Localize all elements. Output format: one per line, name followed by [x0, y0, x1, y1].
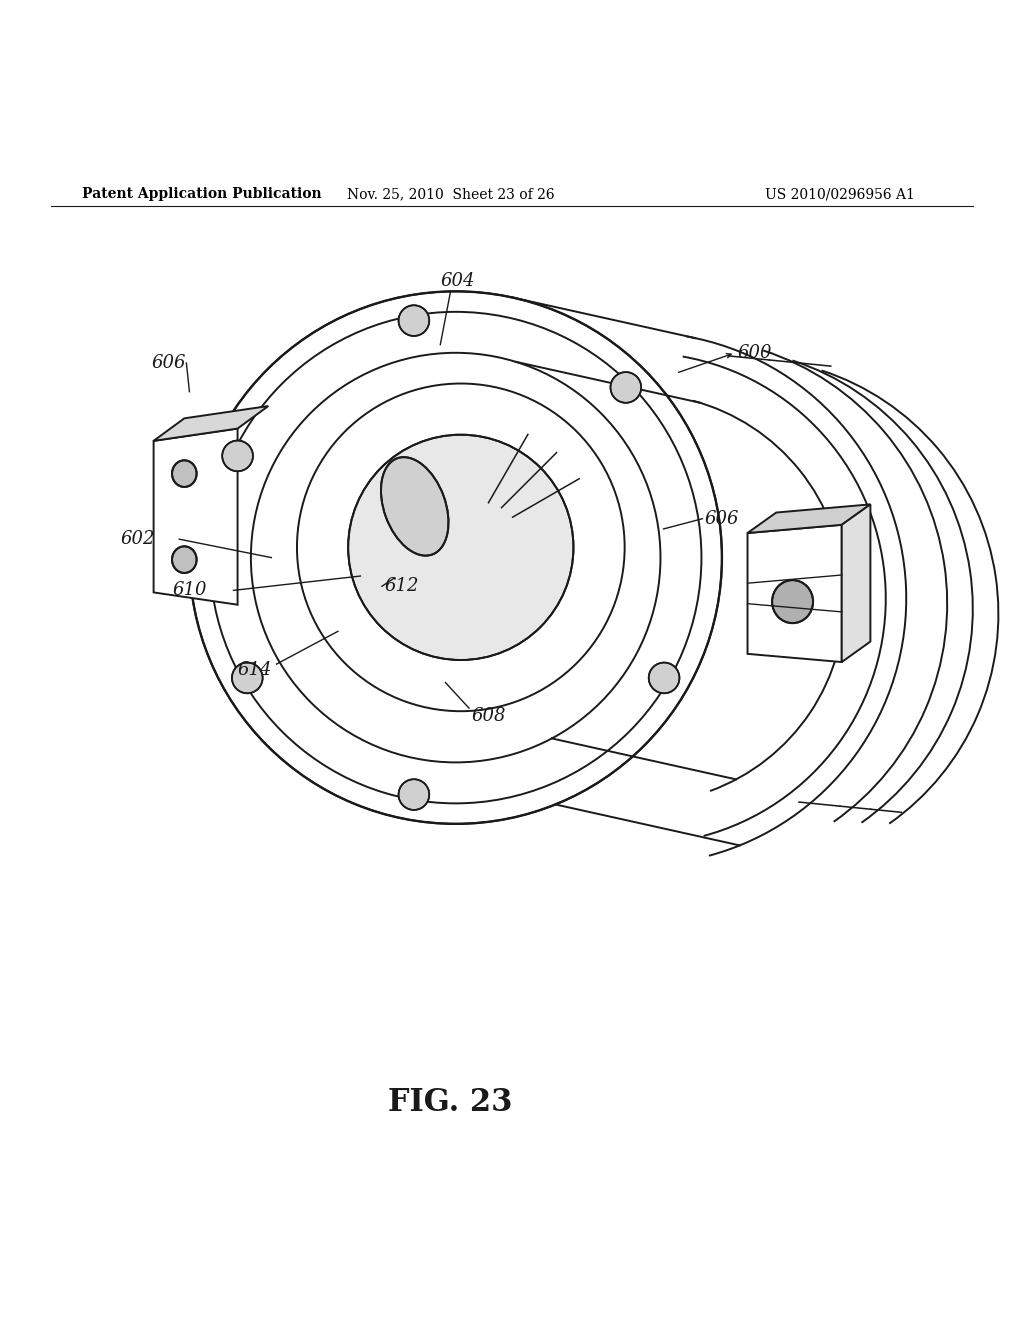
Ellipse shape [222, 441, 253, 471]
Ellipse shape [772, 579, 813, 623]
Ellipse shape [381, 457, 449, 556]
Ellipse shape [398, 779, 429, 810]
Text: 600: 600 [737, 343, 772, 362]
Text: 602: 602 [121, 531, 156, 548]
Ellipse shape [649, 663, 680, 693]
Text: Nov. 25, 2010  Sheet 23 of 26: Nov. 25, 2010 Sheet 23 of 26 [347, 187, 554, 201]
Ellipse shape [398, 305, 429, 337]
Text: 612: 612 [384, 577, 419, 595]
Polygon shape [154, 407, 268, 441]
Text: 610: 610 [172, 581, 207, 599]
Text: Patent Application Publication: Patent Application Publication [82, 187, 322, 201]
Text: US 2010/0296956 A1: US 2010/0296956 A1 [765, 187, 914, 201]
Ellipse shape [172, 461, 197, 487]
Polygon shape [154, 429, 238, 605]
Ellipse shape [610, 372, 641, 403]
Polygon shape [842, 504, 870, 663]
Text: 614: 614 [238, 661, 272, 680]
Ellipse shape [172, 546, 197, 573]
Ellipse shape [348, 434, 573, 660]
Text: 606: 606 [152, 354, 186, 372]
Polygon shape [748, 504, 870, 533]
Text: 608: 608 [471, 708, 506, 725]
Ellipse shape [231, 663, 262, 693]
Polygon shape [748, 525, 842, 663]
Text: FIG. 23: FIG. 23 [388, 1086, 513, 1118]
Text: 604: 604 [440, 272, 475, 290]
Ellipse shape [189, 292, 722, 824]
Text: 606: 606 [705, 510, 739, 528]
